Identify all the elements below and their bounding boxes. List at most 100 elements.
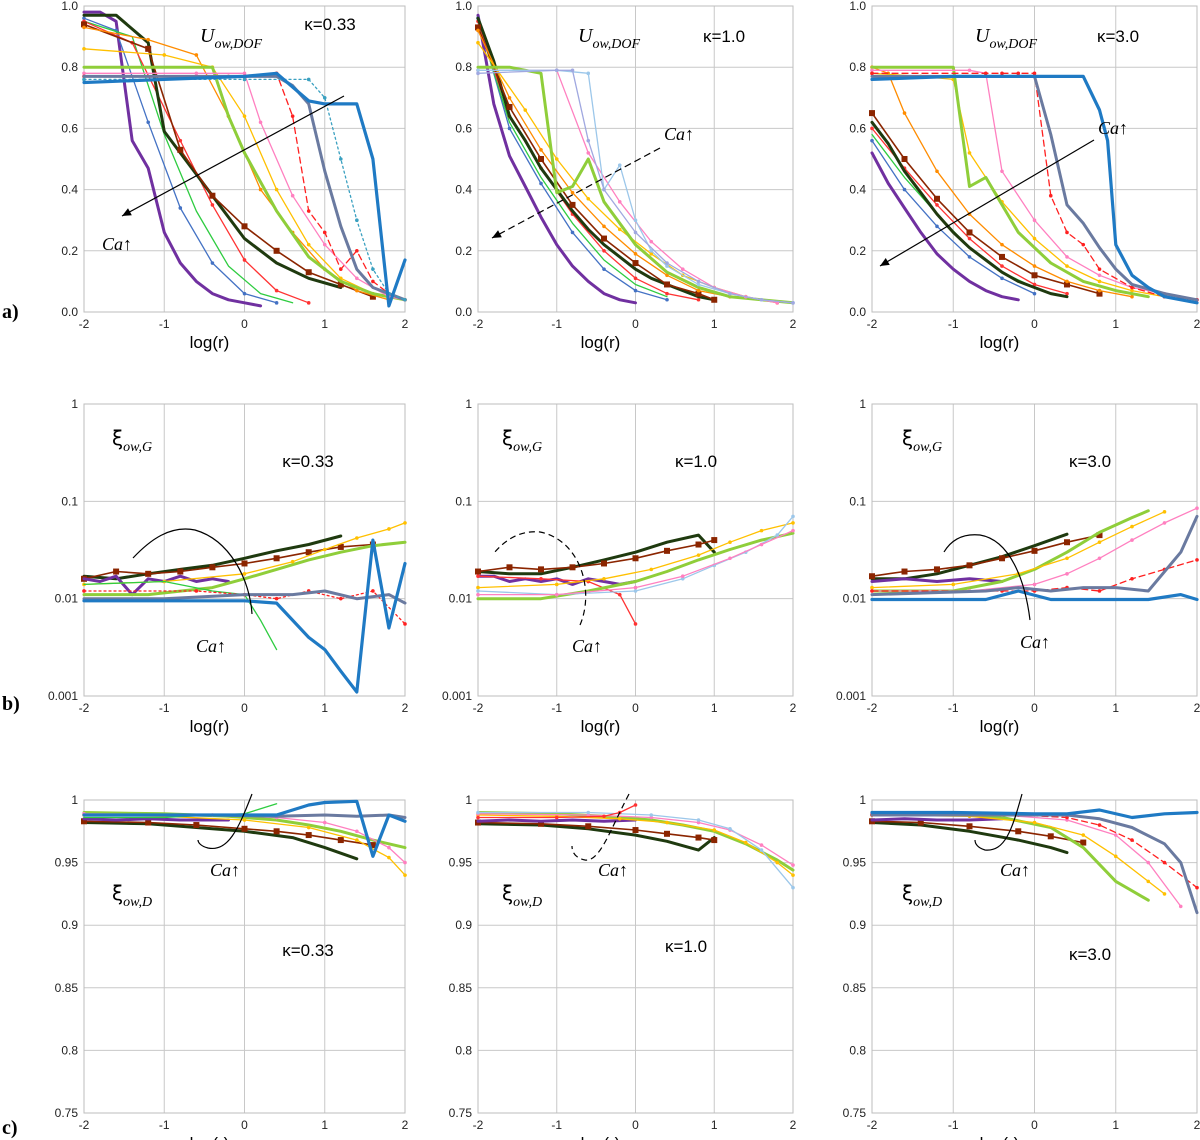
x-tick-label: -1 <box>551 701 562 715</box>
marker-point <box>728 540 732 545</box>
ca-arrow <box>197 793 253 850</box>
marker-point <box>696 553 701 557</box>
y-axis-label: ξow,G <box>902 426 942 455</box>
y-label-sub: ow,D <box>123 895 152 910</box>
marker-point <box>983 71 988 76</box>
marker-point <box>935 203 939 207</box>
marker-point <box>665 297 669 302</box>
x-axis-label: log(r) <box>980 333 1020 352</box>
x-tick-label: 1 <box>711 317 718 331</box>
y-label-main: U <box>200 25 216 47</box>
marker-point <box>901 568 908 575</box>
y-tick-label: 0.85 <box>449 981 473 995</box>
x-tick-label: 2 <box>1194 317 1200 331</box>
y-label-main: ξ <box>902 881 913 905</box>
marker-point <box>870 589 874 593</box>
marker-point <box>1195 885 1199 890</box>
marker-point <box>1146 860 1151 865</box>
marker-point <box>633 589 638 593</box>
y-tick-label: 0.0 <box>455 305 472 319</box>
y-label-main: ξ <box>112 426 123 450</box>
marker-point <box>680 574 685 579</box>
ca-arrow <box>493 531 587 626</box>
marker-point <box>242 572 247 576</box>
marker-point <box>711 537 718 544</box>
x-tick-label: -2 <box>79 1118 90 1132</box>
marker-point <box>870 138 874 143</box>
marker-point <box>242 71 247 76</box>
plot-frame <box>477 799 794 1114</box>
y-tick-label: 0.8 <box>849 60 866 74</box>
series-purple <box>870 817 1004 822</box>
marker-point <box>759 848 764 852</box>
marker-point <box>476 28 480 33</box>
marker-point <box>273 828 280 835</box>
marker-point <box>743 840 748 845</box>
x-tick-label: -1 <box>948 1118 959 1132</box>
marker-point <box>322 230 327 235</box>
marker-point <box>966 823 973 830</box>
x-tick-label: 2 <box>790 1118 797 1132</box>
y-tick-label: 0.95 <box>55 856 79 870</box>
marker-point <box>290 193 295 198</box>
marker-point <box>178 138 183 143</box>
marker-point <box>290 114 295 118</box>
marker-point <box>728 291 732 296</box>
series-brown <box>871 112 1101 295</box>
marker-point <box>633 288 638 293</box>
x-tick-label: 0 <box>1031 1118 1038 1132</box>
marker-point <box>274 288 279 293</box>
series-lime <box>870 509 1150 593</box>
marker-point <box>649 815 654 820</box>
marker-point <box>1195 558 1199 562</box>
marker-point <box>322 820 327 825</box>
marker-point <box>554 815 559 820</box>
marker-point <box>145 570 152 577</box>
x-tick-label: 1 <box>1112 701 1119 715</box>
marker-point <box>1065 815 1069 820</box>
marker-point <box>476 574 480 579</box>
marker-point <box>337 837 344 844</box>
marker-point <box>1097 556 1102 561</box>
marker-point <box>306 77 311 82</box>
marker-point <box>586 810 591 815</box>
marker-point <box>633 252 638 256</box>
panel-c0: -2 -1 0 1 2 0.75 0.8 0.85 0.9 0.95 1 log(r) ξow,D κ=0… <box>55 793 409 1140</box>
series-lime <box>476 65 795 305</box>
y-tick-label: 0.85 <box>55 981 79 995</box>
marker-point <box>242 291 247 296</box>
marker-point <box>1032 264 1037 268</box>
ca-annotation: Ca↑ <box>210 860 240 880</box>
x-tick-label: -1 <box>551 1118 562 1132</box>
marker-point <box>664 281 670 288</box>
y-label-main: U <box>578 25 594 47</box>
y-tick-label: 0.2 <box>61 244 78 258</box>
marker-point <box>1162 860 1167 865</box>
marker-point <box>586 71 591 76</box>
y-label-main: ξ <box>112 881 123 905</box>
marker-point <box>791 528 795 533</box>
marker-point <box>210 261 215 265</box>
y-tick-label: 0.6 <box>61 121 78 135</box>
marker-point <box>1065 255 1069 259</box>
x-tick-label: -1 <box>159 701 170 715</box>
marker-point <box>371 589 375 593</box>
y-tick-label: 0.2 <box>849 244 866 258</box>
y-axis-label: Uow,DOF <box>200 25 262 52</box>
y-label-sub: ow,DOF <box>214 37 262 52</box>
marker-point <box>146 120 150 125</box>
marker-point <box>967 151 972 155</box>
y-axis-label: ξow,G <box>502 426 542 455</box>
series-blue-thick <box>82 538 407 694</box>
marker-point <box>966 229 973 236</box>
panel-a0: -2 -1 0 1 2 0.0 0.2 0.4 0.6 0.8 1.0 log(r) Uow,DOF κ=… <box>61 0 408 352</box>
kappa-label: κ=1.0 <box>703 27 745 46</box>
marker-point <box>539 576 543 581</box>
marker-point <box>339 596 343 601</box>
marker-point <box>403 297 407 302</box>
marker-point <box>632 555 639 562</box>
y-tick-label: 0.4 <box>455 183 472 197</box>
ca-annotation: Ca↑ <box>598 860 628 880</box>
marker-point <box>617 163 622 167</box>
x-tick-label: -1 <box>948 317 959 331</box>
